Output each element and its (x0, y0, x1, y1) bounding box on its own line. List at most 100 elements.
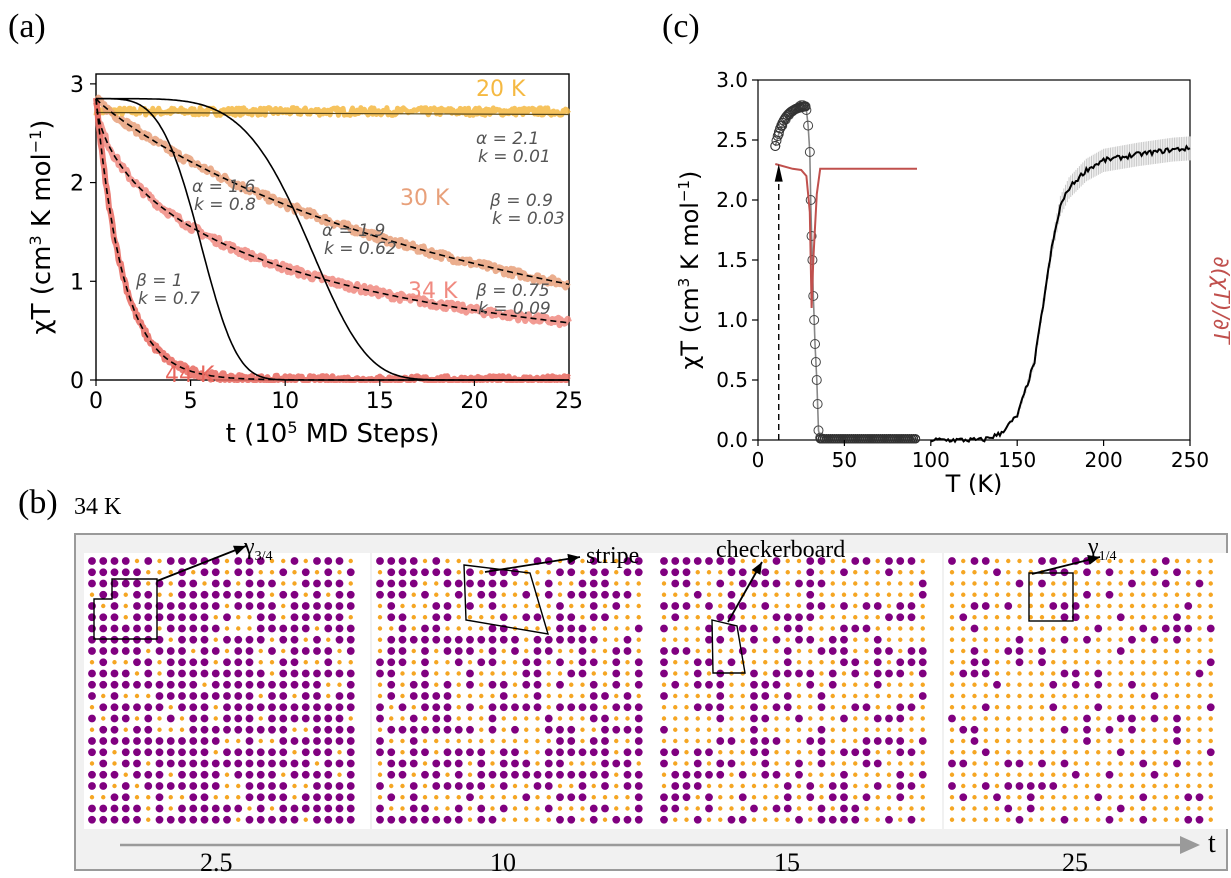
site-occupied (387, 680, 396, 689)
site-empty (1208, 806, 1213, 811)
site-occupied (268, 725, 276, 734)
site-occupied (522, 658, 531, 667)
site-empty (875, 615, 880, 620)
site-empty (785, 592, 790, 597)
site-empty (819, 772, 824, 777)
site-occupied (301, 748, 310, 757)
site-occupied (589, 737, 598, 745)
site-empty (898, 626, 903, 631)
site-empty (983, 581, 988, 586)
site-occupied (335, 737, 344, 745)
site-empty (909, 795, 914, 800)
site-occupied (301, 568, 310, 577)
site-occupied (178, 759, 186, 768)
site-empty (1084, 615, 1090, 620)
site-empty (1208, 637, 1213, 642)
site-empty (1197, 705, 1202, 710)
site-occupied (279, 568, 288, 577)
site-empty (479, 795, 484, 800)
site-empty (1096, 716, 1101, 721)
site-occupied (477, 815, 486, 824)
site-empty (348, 581, 353, 586)
site-empty (1208, 558, 1213, 564)
site-occupied (817, 725, 826, 734)
site-empty (983, 772, 988, 777)
site-empty (422, 581, 428, 586)
site-occupied (1071, 680, 1080, 689)
site-occupied (200, 748, 209, 757)
site-empty (920, 795, 925, 800)
site-empty (785, 682, 790, 687)
site-occupied (301, 579, 310, 588)
site-empty (994, 581, 1000, 586)
site-occupied (959, 725, 968, 734)
site-empty (636, 761, 641, 766)
site-empty (1174, 783, 1180, 789)
site-empty (774, 626, 779, 631)
site-occupied (155, 692, 164, 700)
site-empty (101, 693, 106, 699)
site-empty (134, 716, 140, 721)
site-empty (580, 615, 585, 620)
site-empty (456, 716, 461, 721)
site-empty (524, 738, 529, 744)
site-empty (886, 581, 892, 586)
site-occupied (398, 557, 407, 565)
site-occupied (1049, 703, 1058, 712)
site-empty (949, 581, 955, 586)
site-empty (1017, 795, 1022, 800)
site-occupied (301, 647, 310, 655)
site-occupied (634, 737, 643, 745)
site-occupied (189, 624, 198, 633)
site-occupied (840, 635, 848, 644)
site-occupied (634, 680, 643, 689)
site-empty (157, 570, 162, 575)
site-occupied (660, 759, 668, 768)
site-occupied (346, 602, 355, 610)
site-empty (445, 795, 450, 800)
site-empty (886, 783, 892, 789)
site-empty (1129, 648, 1135, 654)
site-empty (1152, 592, 1157, 597)
series-label-1: 30 K (400, 186, 450, 211)
site-empty (434, 592, 439, 597)
site-occupied (634, 782, 643, 790)
site-occupied (761, 568, 770, 577)
site-occupied (432, 725, 441, 734)
site-empty (886, 603, 892, 609)
site-occupied (817, 804, 826, 813)
site-empty (1163, 750, 1168, 755)
site-empty (808, 716, 813, 721)
site-empty (1163, 727, 1168, 732)
site-empty (673, 671, 678, 676)
site-empty (1051, 671, 1056, 676)
site-occupied (133, 725, 141, 734)
site-empty (1197, 693, 1202, 699)
site-occupied (110, 590, 119, 599)
site-occupied (234, 647, 243, 655)
site-empty (684, 660, 689, 665)
site-occupied (256, 782, 265, 790)
site-occupied (466, 647, 474, 655)
site-occupied (234, 568, 243, 577)
site-occupied (705, 624, 713, 633)
site-occupied (578, 793, 587, 802)
site-occupied (488, 568, 497, 577)
site-occupied (885, 647, 893, 655)
site-empty (434, 671, 439, 676)
site-empty (1118, 660, 1123, 665)
site-empty (546, 615, 551, 620)
site-occupied (133, 737, 141, 745)
site-empty (1039, 817, 1045, 822)
site-empty (512, 615, 518, 620)
site-occupied (268, 759, 276, 768)
site-occupied (1038, 647, 1046, 655)
site-empty (1073, 637, 1078, 642)
site-occupied (144, 680, 153, 689)
site-empty (1039, 693, 1045, 699)
site-empty (281, 772, 286, 777)
plot-frame-c (757, 79, 1191, 441)
site-empty (1118, 570, 1123, 575)
site-occupied (110, 737, 119, 745)
site-occupied (99, 635, 108, 644)
